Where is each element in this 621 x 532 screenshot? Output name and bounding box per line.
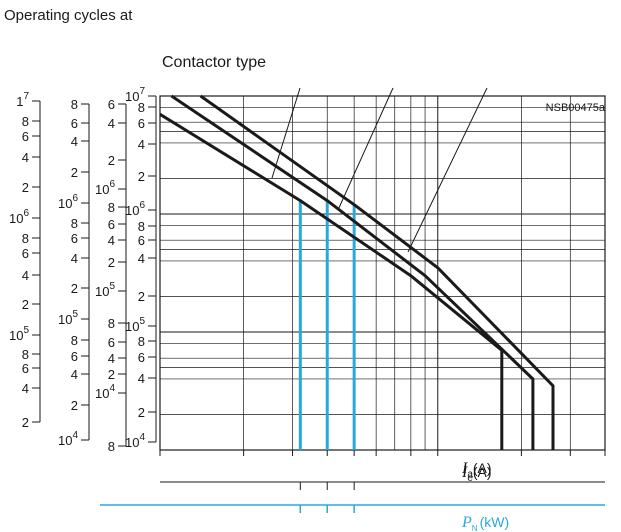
- axis-690v-tick-label: 4: [108, 116, 115, 131]
- axis-230v-tick-label: 4: [22, 381, 29, 396]
- axis-500v-tick-label: 2: [71, 281, 78, 296]
- leader-line-3RT1034: [271, 87, 301, 179]
- axis-230v-tick-label: 6: [22, 361, 29, 376]
- axis-690v-tick-label: 4: [108, 233, 115, 248]
- curve-3RT1036: [199, 94, 555, 450]
- axis-500v-tick-label: 4: [71, 367, 78, 382]
- axis-400v-tick-label: 4: [138, 371, 145, 386]
- ie-axis: Ie(A): [160, 464, 605, 490]
- axis-230v-tick-label: 17: [16, 91, 29, 109]
- axis-400v-tick-label: 6: [138, 233, 145, 248]
- axis-500v-tick-label: 6: [71, 349, 78, 364]
- axis-500v-tick-label: 106: [58, 193, 78, 211]
- axis-400v-tick-label: 8: [138, 219, 145, 234]
- axis-230v-tick-label: 8: [22, 231, 29, 246]
- axis-690v-tick-label: 4: [108, 351, 115, 366]
- axis-690v-tick-label: 2: [108, 367, 115, 382]
- rated-markers: [298, 200, 356, 450]
- axis-690v-tick-label: 105: [95, 281, 115, 299]
- axis-500v-tick-label: 8: [71, 333, 78, 348]
- axis-400v-tick-label: 2: [138, 405, 145, 420]
- axis-500v-tick-label: 6: [71, 231, 78, 246]
- axis-400v-tick-label: 106: [125, 200, 145, 218]
- axis-500v-tick-label: 104: [58, 430, 78, 448]
- axis-690v-tick-label: 106: [95, 179, 115, 197]
- axis-230v-tick-label: 105: [9, 325, 29, 343]
- axis-500v-tick-label: 4: [71, 134, 78, 149]
- axis-690v-tick-label: 8: [108, 439, 115, 454]
- pn-axis: PN (kW): [100, 504, 605, 532]
- axis-230v-tick-label: 8: [22, 114, 29, 129]
- axis-690v-tick-label: 104: [95, 383, 115, 401]
- axis-400v-tick-label: 8: [138, 334, 145, 349]
- axis-230v-tick-label: 2: [22, 180, 29, 195]
- axis-400v-tick-label: 4: [138, 251, 145, 266]
- chart-title: Operating cycles at: [4, 7, 133, 24]
- grid: [159, 95, 606, 451]
- ie-axis-label: Ie(A): [461, 464, 492, 484]
- axis-690v-tick-label: 6: [108, 335, 115, 350]
- axis-400v-tick-label: 107: [125, 86, 145, 104]
- axis-400v-tick-label: 2: [138, 289, 145, 304]
- axis-500v-tick-label: 6: [71, 116, 78, 131]
- axis-500v-tick-label: 2: [71, 398, 78, 413]
- axis-690v-tick-label: 2: [108, 255, 115, 270]
- axis-400v-tick-label: 6: [138, 350, 145, 365]
- series-labels: [271, 87, 488, 253]
- axis-230v-tick-label: 6: [22, 129, 29, 144]
- axis-400v-tick-label: 6: [138, 116, 145, 131]
- pn-axis-label: PN (kW): [461, 514, 509, 532]
- axis-230v-tick-label: 8: [22, 347, 29, 362]
- axis-400v-tick-label: 2: [138, 169, 145, 184]
- axis-500v-tick-label: 4: [71, 251, 78, 266]
- axis-690v-tick-label: 8: [108, 200, 115, 215]
- contactor-type-label: Contactor type: [162, 54, 266, 71]
- curve-3RT1035: [170, 94, 535, 450]
- axis-690v-tick-label: 8: [108, 316, 115, 331]
- axis-500v-tick-label: 8: [71, 97, 78, 112]
- leader-line-3RT1035: [337, 87, 394, 211]
- curves: [159, 94, 555, 450]
- axis-230v-tick-label: 6: [22, 246, 29, 261]
- axis-230v-tick-label: 4: [22, 150, 29, 165]
- y-axes: 1786421068642105864286421068642105864210…: [9, 86, 157, 454]
- axis-690v-tick-label: 2: [108, 153, 115, 168]
- axis-400v-tick-label: 8: [138, 100, 145, 115]
- axis-500v-tick-label: 105: [58, 309, 78, 327]
- axis-230v-tick-label: 2: [22, 297, 29, 312]
- x-axis: Ia(A): [159, 450, 606, 480]
- axis-690v-tick-label: 6: [108, 97, 115, 112]
- axis-400v-tick-label: 4: [138, 137, 145, 152]
- plot-frame: [159, 95, 606, 451]
- axis-400v-tick-label: 105: [125, 316, 145, 334]
- leader-line-3RT1036: [407, 87, 488, 253]
- figure-code: NSB00475a: [546, 102, 606, 114]
- axis-690v-tick-label: 6: [108, 217, 115, 232]
- curve-3RT1034: [159, 113, 504, 450]
- axis-230v-tick-label: 4: [22, 268, 29, 283]
- axis-500v-tick-label: 2: [71, 165, 78, 180]
- axis-400v-tick-label: 104: [125, 432, 145, 450]
- axis-500v-tick-label: 8: [71, 216, 78, 231]
- x-axis-label: Ia(A): [461, 460, 492, 480]
- axis-230v-tick-label: 106: [9, 208, 29, 226]
- axis-230v-tick-label: 2: [22, 415, 29, 430]
